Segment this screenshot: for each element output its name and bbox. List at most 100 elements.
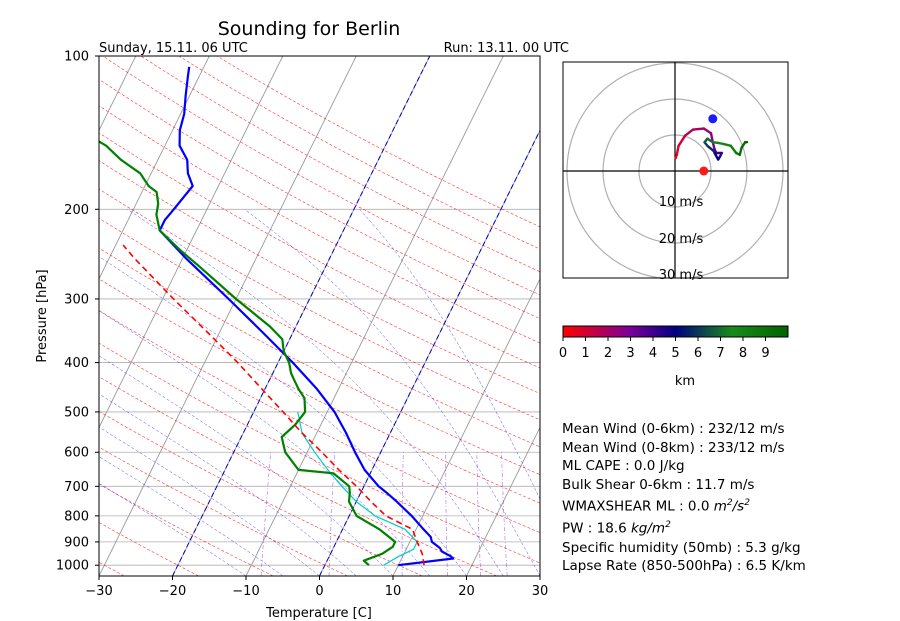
y-tick-label-1000: 1000 <box>56 559 89 574</box>
hodograph-segment <box>738 146 743 157</box>
x-tick-label: 10 <box>385 584 402 599</box>
isotherm-line <box>0 56 62 576</box>
moist-adiabat-line <box>127 209 504 576</box>
dry-adiabat-line <box>99 132 540 369</box>
isotherm-line <box>245 56 504 576</box>
index-mean-wind-0-6: Mean Wind (0-6km) : 232/12 m/s <box>562 421 785 437</box>
hodograph-segment <box>683 128 695 137</box>
colorbar-tick-label: 0 <box>559 346 567 361</box>
dry-adiabat-line <box>216 56 540 228</box>
colorbar-tick-label: 5 <box>671 346 679 361</box>
hodograph-segment <box>729 144 738 155</box>
colorbar-tick-label: 1 <box>581 346 589 361</box>
y-tick-label-900: 900 <box>64 535 89 550</box>
dry-adiabat-line <box>99 310 540 533</box>
dry-adiabat-line <box>99 217 540 448</box>
y-tick-label-100: 100 <box>64 50 89 65</box>
hodograph-frame <box>562 61 789 279</box>
mixing-ratio-line <box>445 452 448 576</box>
skewt-background-lines <box>0 56 540 576</box>
moist-adiabat-line <box>99 426 320 576</box>
sounding-indices: Mean Wind (0-6km) : 232/12 m/s Mean Wind… <box>562 420 806 576</box>
index-pw: PW : 18.6 kg/m2 <box>562 520 671 537</box>
index-specific-humidity: Specific humidity (50mb) : 5.3 g/kg <box>562 539 801 556</box>
colorbar-strip <box>562 325 789 338</box>
skewt-frame <box>98 55 541 577</box>
y-tick-label-300: 300 <box>64 292 89 307</box>
series-dewpoint_light-line <box>297 411 418 566</box>
moist-adiabat-line <box>244 209 540 576</box>
dry-adiabat-line <box>99 78 540 320</box>
skewt-series-lines <box>99 66 455 567</box>
x-axis-label: Temperature [C] <box>265 606 372 621</box>
mixing-ratio-line <box>328 452 335 576</box>
isotherm-line <box>466 426 540 576</box>
dry-adiabat-line <box>102 56 540 296</box>
dry-adiabat-line <box>99 188 540 421</box>
hodograph-segment <box>722 142 732 148</box>
hodograph-panel: 10 m/s 20 m/s 30 m/s <box>562 61 789 283</box>
x-tick-label: 0 <box>315 584 323 599</box>
isotherm-highlight-line <box>172 56 431 576</box>
hodograph-segment <box>675 144 680 157</box>
x-tick-label: 20 <box>458 584 475 599</box>
y-tick-label-700: 700 <box>64 480 89 495</box>
index-lapse-rate: Lapse Rate (850-500hPa) : 6.5 K/km <box>562 558 806 575</box>
storm-motion-left-marker <box>699 166 709 176</box>
y-tick-label-500: 500 <box>64 405 89 420</box>
run-time-label: Run: 13.11. 00 UTC <box>444 41 569 56</box>
series-parcel-line <box>122 244 425 566</box>
hodograph-segment <box>691 127 705 131</box>
ring-label-10: 10 m/s <box>659 195 704 210</box>
series-dewpoint-line <box>99 140 397 567</box>
y-tick-label-600: 600 <box>64 446 89 461</box>
moist-adiabat-line <box>99 256 467 576</box>
colorbar-tick-label: 9 <box>761 346 769 361</box>
colorbar-tick-label: 6 <box>694 346 702 361</box>
colorbar-label: km <box>675 374 695 389</box>
dry-adiabat-line <box>99 105 540 344</box>
dry-adiabat-line <box>99 247 540 475</box>
dry-adiabat-line <box>140 56 540 273</box>
colorbar-tick-label: 7 <box>716 346 724 361</box>
ring-label-30: 30 m/s <box>659 268 704 283</box>
index-wmaxshear: WMAXSHEAR ML : 0.0 m2/s2 <box>562 498 750 515</box>
isotherm-line <box>99 56 137 132</box>
hodograph-segment <box>677 134 687 148</box>
isotherm-line <box>99 56 357 576</box>
storm-motion-right-marker <box>708 114 718 124</box>
x-tick-label: −20 <box>159 584 186 599</box>
dry-adiabat-line <box>178 56 540 250</box>
dry-adiabat-line <box>99 411 423 576</box>
mixing-ratio-line <box>260 452 272 576</box>
y-tick-label-400: 400 <box>64 356 89 371</box>
dry-adiabat-line <box>99 160 540 394</box>
y-axis-label: Pressure [hPa] <box>35 269 50 362</box>
y-tick-label-200: 200 <box>64 203 89 218</box>
dry-adiabat-line <box>99 342 540 564</box>
dry-adiabat-line <box>99 561 125 576</box>
isotherm-line <box>392 277 540 576</box>
mixing-ratio-line <box>476 452 482 576</box>
moist-adiabat-line <box>99 393 357 576</box>
index-bulk-shear: Bulk Shear 0-6km : 11.7 m/s <box>562 476 755 493</box>
isotherm-highlight-line <box>319 129 540 576</box>
series-temperature-line <box>158 66 455 567</box>
hodograph-segment <box>713 151 720 161</box>
index-ml-cape: ML CAPE : 0.0 J/kg <box>562 458 685 475</box>
colorbar-tick-label: 4 <box>649 346 657 361</box>
colorbar-tick-label: 8 <box>739 346 747 361</box>
moist-adiabat-line <box>99 355 394 576</box>
x-tick-label: −30 <box>85 584 112 599</box>
dry-adiabat-line <box>99 446 348 576</box>
index-mean-wind-0-8: Mean Wind (0-8km) : 233/12 m/s <box>562 439 785 456</box>
dry-adiabat-line <box>99 483 274 576</box>
y-tick-label-800: 800 <box>64 509 89 524</box>
dry-adiabat-line <box>99 278 540 504</box>
colorbar-tick-label: 2 <box>604 346 612 361</box>
isotherm-line <box>99 56 284 429</box>
